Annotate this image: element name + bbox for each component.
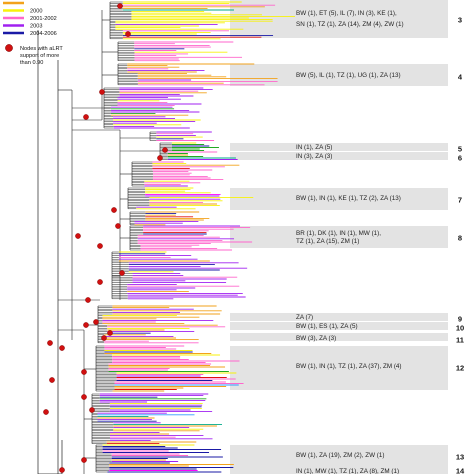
support-node [119,270,125,276]
cluster-number: 13 [456,453,464,462]
cluster-composition-label: ZA (7) [296,314,313,321]
support-node [157,155,163,161]
support-node [81,369,87,375]
support-node [89,407,95,413]
cluster-band [230,322,448,330]
cluster-composition-label: BR (1), DK (1), IN (1), MW (1), [296,230,381,237]
support-node [162,147,168,153]
support-node [43,409,49,415]
cluster-band [230,333,448,341]
cluster-band [230,226,448,248]
cluster-labels: BW (1), ET (5), IL (7), IN (3), KE (1), S… [296,10,465,474]
support-node [85,297,91,303]
support-node [99,89,105,95]
cluster-composition-label: BW (1), ZA (19), ZM (2), ZW (1) [296,452,385,459]
cluster-composition-label: IN (1), MW (1), TZ (1), ZA (8), ZM (1) [296,468,399,474]
cluster-band [230,465,448,474]
cluster-composition-label: SN (1), TZ (1), ZA (14), ZM (4), ZW (1) [296,21,404,28]
cluster-composition-label: BW (1), ES (1), ZA (5) [296,323,358,330]
support-node [107,330,113,336]
cluster-number: 4 [458,73,463,82]
cluster-composition-label: BW (1), ET (5), IL (7), IN (3), KE (1), [296,10,397,17]
legend-node-label: than 0.90 [20,60,43,66]
legend-year-label: 2003 [30,24,42,30]
support-node [81,457,87,463]
cluster-composition-label: BW (1), IN (1), TZ (1), ZA (37), ZM (4) [296,363,402,370]
support-node [59,345,65,351]
legend-node-marker [5,44,13,52]
legend-year-label: 2001-2002 [30,16,57,22]
cluster-number: 11 [456,336,464,345]
cluster-composition-label: IN (3), ZA (3) [296,153,332,160]
legend-node-label: Nodes with aLRT [20,46,63,52]
support-node [75,233,81,239]
cluster-bands [230,0,448,474]
support-node [115,223,121,229]
support-node [81,394,87,400]
support-node [125,31,131,37]
support-node [111,207,117,213]
cluster-number: 5 [458,145,462,154]
support-node [83,114,89,120]
tree-branches [37,1,295,474]
cluster-composition-label: BW (3), ZA (3) [296,335,336,342]
support-nodes [43,3,168,473]
cluster-number: 10 [456,324,464,333]
cluster-number: 8 [458,234,462,243]
cluster-band [230,0,448,38]
support-node [97,279,103,285]
cluster-band [230,346,448,390]
cluster-band [230,152,448,160]
cluster-band [230,188,448,210]
cluster-number: 7 [458,196,462,205]
support-node [97,243,103,249]
cluster-number: 3 [458,16,462,25]
support-node [93,319,99,325]
support-node [101,335,107,341]
cluster-band [230,64,448,86]
cluster-band [230,313,448,321]
cluster-number: 6 [458,154,462,163]
support-node [47,340,53,346]
cluster-number: 14 [456,467,465,474]
support-node [83,322,89,328]
support-node [59,467,65,473]
cluster-composition-label: TZ (1), ZA (15), ZM (1) [296,238,359,245]
cluster-composition-label: BW (5), IL (1), TZ (1), UG (1), ZA (13) [296,72,401,79]
support-node [49,377,55,383]
cluster-composition-label: BW (1), IN (1), KE (1), TZ (2), ZA (13) [296,195,401,202]
legend-year-label: 2000 [30,9,42,15]
cluster-band [230,143,448,151]
cluster-composition-label: IN (1), ZA (5) [296,144,332,151]
cluster-number: 12 [456,364,464,373]
legend-node-label: support of more [20,53,59,59]
cluster-number: 9 [458,315,462,324]
cluster-band [230,445,448,465]
support-node [117,3,123,9]
legend-year-label: 2004-2006 [30,31,57,37]
